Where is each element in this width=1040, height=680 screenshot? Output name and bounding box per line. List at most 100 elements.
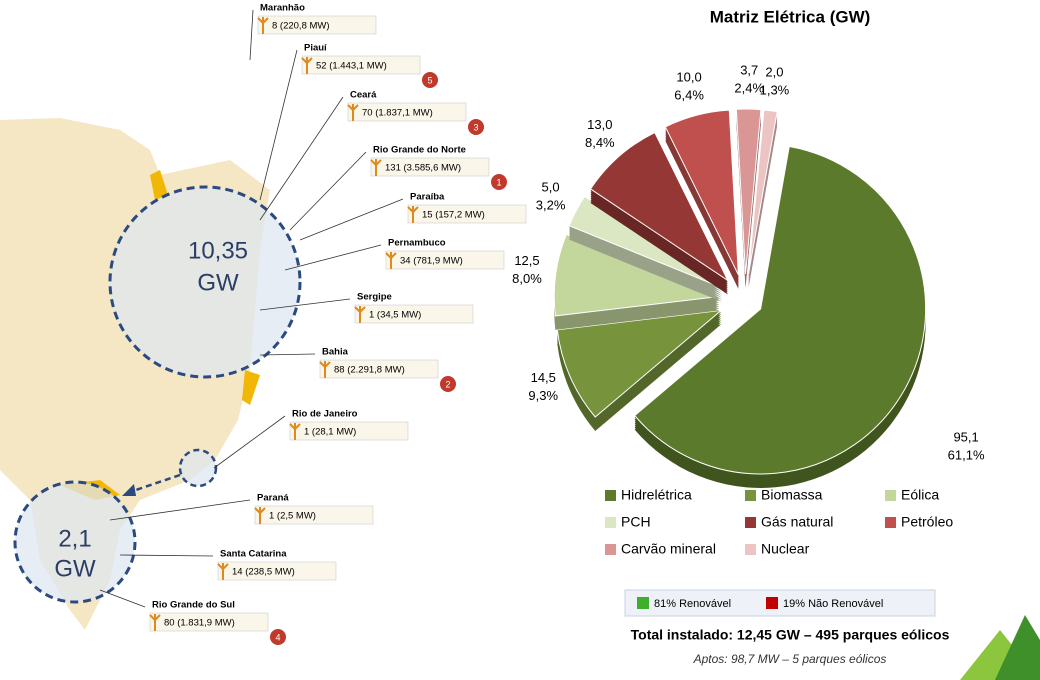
slice-side [748, 115, 778, 281]
turbine-icon [347, 104, 359, 121]
pie-slice [735, 108, 762, 275]
state-label: 88 (2.291,8 MW) [334, 365, 405, 376]
turbine-icon [370, 159, 382, 176]
value-label: 2,0 [765, 64, 783, 79]
legend-swatch [605, 517, 616, 528]
state-label: 1 (28,1 MW) [304, 427, 356, 438]
state-name: Ceará [350, 90, 377, 101]
turbine-icon [354, 306, 366, 323]
value-label: 3,7 [740, 62, 758, 77]
turbine-icon [385, 252, 397, 269]
rank-badge [491, 174, 507, 190]
turbine-icon [301, 57, 313, 74]
region-arrow-head [122, 484, 136, 496]
leader-line [119, 554, 214, 557]
state-label: 70 (1.837,1 MW) [362, 108, 433, 119]
renewable-label: 81% Renovável [654, 598, 731, 610]
map-coast [150, 170, 168, 200]
state-name: Pernambuco [388, 238, 446, 249]
leader-line [259, 96, 344, 221]
legend-swatch [745, 544, 756, 555]
legend-swatch [605, 490, 616, 501]
state-name: Bahia [322, 347, 349, 358]
total-text: Total instalado: 12,45 GW – 495 parques … [631, 627, 950, 643]
label-box [149, 612, 269, 632]
turbine-icon [319, 361, 331, 378]
region-unit: GW [197, 269, 239, 296]
state-label: 14 (238,5 MW) [232, 567, 295, 578]
state-label: 34 (781,9 MW) [400, 256, 463, 267]
rank-badge [270, 629, 286, 645]
leader-line [289, 151, 367, 231]
share-label: 3,2% [536, 197, 566, 212]
share-label: 61,1% [948, 447, 985, 462]
leader-line [99, 589, 146, 608]
renewable-box [624, 589, 936, 617]
value-label: 10,0 [676, 70, 701, 85]
rank-number: 4 [275, 632, 280, 642]
region-circle [13, 480, 137, 604]
leader-line [259, 49, 298, 201]
legend-label: PCH [621, 514, 651, 530]
pie-slice [747, 109, 778, 275]
share-label: 8,0% [512, 271, 542, 286]
label-box [254, 505, 374, 525]
turbine-icon [407, 206, 419, 223]
chart-title: Matriz Elétrica (GW) [710, 7, 871, 26]
legend-swatch [885, 517, 896, 528]
leader-line [259, 298, 351, 311]
legend-label: Gás natural [761, 514, 833, 530]
state-name: Rio Grande do Norte [373, 145, 466, 156]
state-label: 8 (220,8 MW) [272, 21, 330, 32]
state-label: 52 (1.443,1 MW) [316, 61, 387, 72]
leader-line [213, 415, 286, 469]
label-box [289, 421, 409, 441]
region-circle [108, 185, 302, 379]
region-value: 10,35 [188, 237, 248, 264]
pie-slice [556, 309, 723, 418]
share-label: 9,3% [528, 388, 558, 403]
legend-swatch [885, 490, 896, 501]
non-renewable-swatch [766, 597, 778, 609]
legend-swatch [745, 517, 756, 528]
rank-number: 1 [496, 177, 501, 187]
slice-side [748, 117, 778, 283]
legend-label: Nuclear [761, 541, 810, 557]
label-box [407, 204, 527, 224]
pie-slice [553, 233, 720, 317]
rank-badge [440, 376, 456, 392]
region-unit: GW [54, 555, 96, 582]
share-label: 6,4% [674, 88, 704, 103]
leader-line [259, 353, 316, 356]
legend-swatch [745, 490, 756, 501]
state-name: Rio Grande do Sul [152, 600, 235, 611]
region-value: 2,1 [58, 525, 91, 552]
legend-label: Hidrelétrica [621, 487, 692, 503]
note-text: Aptos: 98,7 MW – 5 parques eólicos [693, 652, 887, 666]
state-name: Sergipe [357, 292, 392, 303]
label-box [385, 250, 505, 270]
label-box [370, 157, 490, 177]
legend-label: Biomassa [761, 487, 823, 503]
rank-badge [422, 72, 438, 88]
pie-slice [633, 145, 927, 475]
value-label: 5,0 [542, 179, 560, 194]
label-box [354, 304, 474, 324]
slice-side [748, 123, 778, 289]
state-name: Paraná [257, 493, 289, 504]
label-box [347, 102, 467, 122]
label-box [301, 55, 421, 75]
leader-line [249, 9, 254, 61]
value-label: 14,5 [531, 370, 556, 385]
leader-line [299, 198, 404, 241]
state-label: 131 (3.585,6 MW) [385, 163, 461, 174]
rank-number: 5 [427, 75, 432, 85]
slice-side [748, 121, 778, 287]
map-coast [242, 370, 260, 405]
turbine-icon [217, 563, 229, 580]
legend-swatch [605, 544, 616, 555]
rank-number: 3 [473, 122, 478, 132]
rank-badge [468, 119, 484, 135]
state-label: 1 (34,5 MW) [369, 310, 421, 321]
